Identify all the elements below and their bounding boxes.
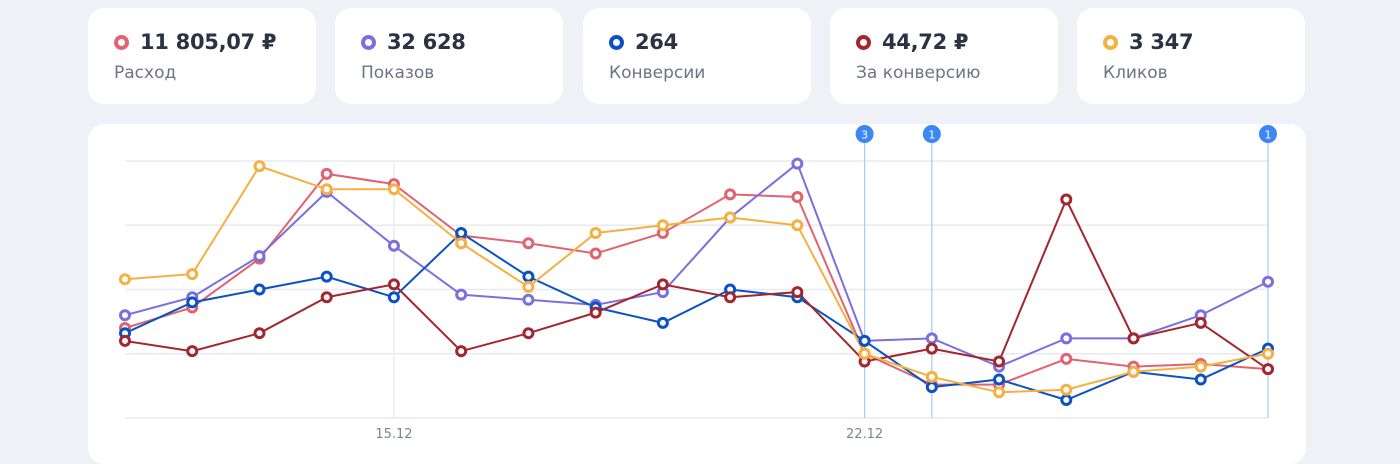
- data-point[interactable]: [993, 373, 1006, 386]
- data-point[interactable]: [589, 306, 602, 319]
- metric-label: Расход: [114, 63, 177, 83]
- data-point[interactable]: [1194, 373, 1207, 386]
- data-point[interactable]: [858, 334, 871, 347]
- event-marker-badge[interactable]: [922, 125, 941, 143]
- data-point[interactable]: [1262, 347, 1274, 360]
- data-point[interactable]: [522, 327, 535, 340]
- data-point[interactable]: [522, 270, 535, 283]
- series-line: [124, 164, 1269, 394]
- data-point[interactable]: [522, 280, 535, 293]
- chart-card: [88, 124, 1306, 464]
- metric-value: 264: [635, 30, 678, 54]
- data-point[interactable]: [1127, 332, 1140, 345]
- data-point[interactable]: [186, 268, 199, 281]
- metric-card[interactable]: 264 Конверсии: [583, 8, 811, 104]
- data-point[interactable]: [320, 291, 333, 304]
- data-point[interactable]: [791, 190, 804, 203]
- data-point[interactable]: [1060, 394, 1073, 407]
- data-point[interactable]: [1060, 193, 1073, 206]
- data-point[interactable]: [455, 345, 468, 358]
- data-point[interactable]: [387, 278, 400, 291]
- data-point[interactable]: [186, 345, 199, 358]
- data-point[interactable]: [119, 273, 131, 286]
- data-point[interactable]: [119, 334, 131, 347]
- data-point[interactable]: [253, 327, 266, 340]
- data-point[interactable]: [925, 370, 938, 383]
- metric-value: 32 628: [387, 30, 466, 54]
- data-point[interactable]: [791, 219, 804, 232]
- metric-card[interactable]: 3 347 Кликов: [1077, 8, 1305, 104]
- data-point[interactable]: [925, 381, 938, 394]
- data-point[interactable]: [656, 278, 669, 291]
- metric-label: За конверсию: [856, 63, 981, 83]
- series-toggle-icon[interactable]: [1103, 35, 1118, 50]
- series-line: [124, 172, 1269, 386]
- data-point[interactable]: [522, 237, 535, 250]
- data-point[interactable]: [589, 247, 602, 260]
- data-point[interactable]: [724, 291, 737, 304]
- metric-label: Конверсии: [609, 63, 706, 83]
- data-point[interactable]: [455, 237, 468, 250]
- metric-card[interactable]: 44,72 ₽ За конверсию: [830, 8, 1058, 104]
- data-point[interactable]: [253, 283, 266, 296]
- data-point[interactable]: [320, 183, 333, 196]
- data-point[interactable]: [858, 347, 871, 360]
- data-point[interactable]: [656, 316, 669, 329]
- x-tick-label: 22.12: [846, 427, 883, 442]
- data-point[interactable]: [320, 167, 333, 180]
- series-toggle-icon[interactable]: [856, 35, 871, 50]
- data-point[interactable]: [656, 219, 669, 232]
- data-point[interactable]: [925, 332, 938, 345]
- data-point[interactable]: [1262, 363, 1274, 376]
- data-point[interactable]: [1194, 360, 1207, 373]
- data-point[interactable]: [253, 250, 266, 263]
- data-point[interactable]: [455, 288, 468, 301]
- metric-value: 44,72 ₽: [882, 30, 969, 54]
- data-point[interactable]: [1127, 365, 1140, 378]
- data-point[interactable]: [1060, 352, 1073, 365]
- data-point[interactable]: [993, 355, 1006, 368]
- data-point[interactable]: [724, 188, 737, 201]
- data-point[interactable]: [791, 286, 804, 299]
- data-point[interactable]: [589, 226, 602, 239]
- data-point[interactable]: [925, 342, 938, 355]
- metric-label: Кликов: [1103, 63, 1168, 83]
- data-point[interactable]: [320, 270, 333, 283]
- series-line: [124, 231, 1269, 402]
- data-point[interactable]: [186, 296, 199, 309]
- metric-label: Показов: [361, 63, 435, 83]
- data-point[interactable]: [1060, 383, 1073, 396]
- x-tick-label: 15.12: [375, 427, 412, 442]
- data-point[interactable]: [791, 157, 804, 170]
- series-toggle-icon[interactable]: [361, 35, 376, 50]
- data-point[interactable]: [1060, 332, 1073, 345]
- data-point[interactable]: [387, 183, 400, 196]
- data-point[interactable]: [993, 386, 1006, 399]
- event-marker-count: 1: [928, 129, 935, 142]
- data-point[interactable]: [522, 293, 535, 306]
- data-point[interactable]: [387, 291, 400, 304]
- data-point[interactable]: [455, 226, 468, 239]
- series-line: [124, 197, 1269, 370]
- metric-card[interactable]: 32 628 Показов: [335, 8, 563, 104]
- metric-value: 11 805,07 ₽: [140, 30, 277, 54]
- metric-card[interactable]: 11 805,07 ₽ Расход: [88, 8, 316, 104]
- data-point[interactable]: [724, 211, 737, 224]
- data-point[interactable]: [387, 239, 400, 252]
- metric-value: 3 347: [1129, 30, 1194, 54]
- series-toggle-icon[interactable]: [114, 35, 129, 50]
- data-point[interactable]: [1194, 316, 1207, 329]
- event-marker-count: 1: [1265, 129, 1272, 142]
- event-marker-badge[interactable]: [1259, 125, 1277, 143]
- data-point[interactable]: [119, 309, 131, 322]
- series-toggle-icon[interactable]: [609, 35, 624, 50]
- data-point[interactable]: [253, 160, 266, 173]
- line-chart: 15.12 22.12 3 1 1: [119, 125, 1277, 442]
- event-marker-count: 3: [861, 129, 868, 142]
- series-line: [124, 161, 1269, 368]
- event-marker-badge[interactable]: [855, 125, 874, 143]
- data-point[interactable]: [1262, 275, 1274, 288]
